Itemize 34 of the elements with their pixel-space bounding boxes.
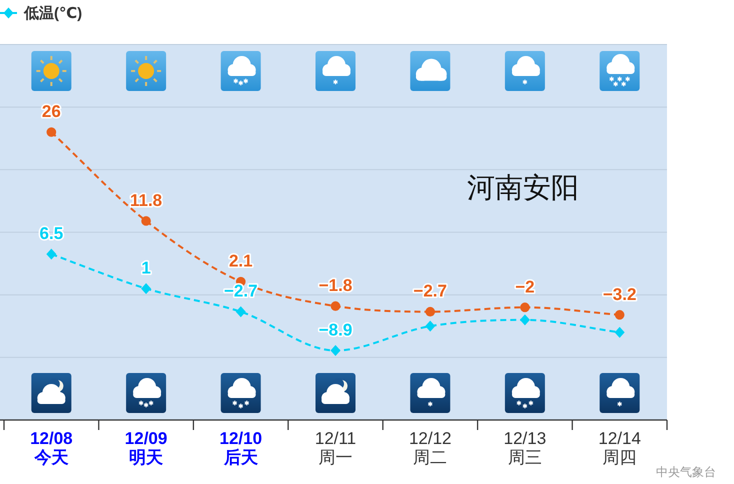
data-label: 26 bbox=[42, 102, 61, 122]
x-tick-label: 12/08 今天 bbox=[30, 429, 73, 467]
data-label: −2 bbox=[515, 277, 535, 296]
point bbox=[614, 326, 625, 338]
point bbox=[46, 127, 56, 137]
text: 河南安阳 bbox=[467, 172, 579, 203]
legend-label: 低温(℃) bbox=[23, 5, 82, 22]
data-label: −3.2 bbox=[602, 284, 636, 304]
point bbox=[614, 310, 624, 320]
point bbox=[520, 302, 530, 312]
point bbox=[141, 283, 152, 294]
data-label: −8.9 bbox=[318, 320, 352, 340]
x-tick-label: 12/11 周一 bbox=[314, 429, 356, 467]
data-label: −1.8 bbox=[318, 276, 352, 296]
data-label: 2.1 bbox=[228, 252, 253, 271]
data-label: 11.8 bbox=[130, 190, 162, 210]
x-tick-label: 12/12 周二 bbox=[408, 429, 452, 467]
point bbox=[46, 248, 56, 260]
text: 中央气象台 bbox=[656, 465, 716, 479]
x-tick-label: 12/13 周三 bbox=[504, 429, 546, 467]
point bbox=[520, 314, 530, 326]
x-tick-label: 12/14 周四 bbox=[598, 429, 641, 467]
point bbox=[236, 306, 246, 318]
point bbox=[330, 301, 340, 311]
point bbox=[425, 306, 436, 317]
point bbox=[425, 320, 436, 332]
x-tick-label: 12/10 后天 bbox=[220, 429, 262, 467]
data-label: −2.7 bbox=[413, 282, 447, 301]
data-label: 1 bbox=[141, 258, 151, 278]
point bbox=[141, 216, 151, 226]
data-label: 6.5 bbox=[40, 224, 64, 244]
data-label: −2.7 bbox=[224, 282, 258, 301]
x-tick-label: 12/09 明天 bbox=[124, 429, 168, 467]
point bbox=[330, 345, 340, 356]
